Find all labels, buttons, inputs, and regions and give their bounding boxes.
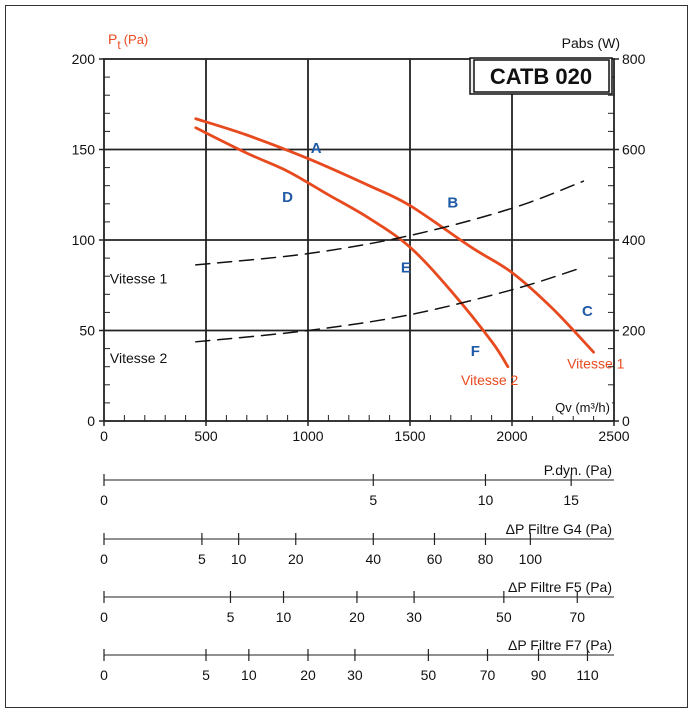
x-axis-title: Qv (m³/h) xyxy=(555,400,610,415)
scale-tick-label: 15 xyxy=(563,492,579,508)
y-left-tick-label: 150 xyxy=(72,142,96,158)
curve-label: Vitesse 1 xyxy=(567,356,625,372)
scale-tick-label: 80 xyxy=(478,551,494,567)
y-left-tick-label: 50 xyxy=(79,323,95,339)
scale-tick-label: 30 xyxy=(406,609,422,625)
grid xyxy=(104,59,614,421)
scale-tick-label: 20 xyxy=(300,667,316,683)
y-right-axis-title: Pabs (W) xyxy=(562,35,620,51)
scale-tick-label: 5 xyxy=(369,492,377,508)
title-box xyxy=(473,59,610,93)
power-curve-vitesse-1 xyxy=(195,180,585,266)
x-tick-label: 2500 xyxy=(598,428,629,444)
x-tick-label: 1500 xyxy=(394,428,425,444)
scale-tick-label: 10 xyxy=(276,609,292,625)
scale-title: ΔP Filtre F5 (Pa) xyxy=(508,579,612,595)
x-axis-title-bg xyxy=(526,396,612,416)
scale-title: P.dyn. (Pa) xyxy=(544,462,612,478)
y-right-tick-label: 400 xyxy=(622,232,646,248)
y-left-tick-label: 0 xyxy=(87,413,95,429)
pressure-curve-vitesse-2 xyxy=(194,126,510,369)
x-tick-label: 0 xyxy=(100,428,108,444)
curve-label: Vitesse 2 xyxy=(461,372,519,388)
y-right-tick-label: 800 xyxy=(622,51,646,67)
chart-title: CATB 020 xyxy=(490,64,592,89)
scale-tick-label: 40 xyxy=(365,551,381,567)
scale-title: ΔP Filtre G4 (Pa) xyxy=(506,521,612,537)
y-right-tick-label: 600 xyxy=(622,142,646,158)
scale-tick-label: 30 xyxy=(347,667,363,683)
scale-tick-label: 0 xyxy=(100,667,108,683)
scale-tick-label: 70 xyxy=(480,667,496,683)
chart-frame xyxy=(5,5,688,708)
axes: 0 500 1000 1500 2000 250005010015020002004006… xyxy=(72,51,646,444)
scale-tick-label: 50 xyxy=(421,667,437,683)
x-tick-label: 1000 xyxy=(292,428,323,444)
scale-tick-label: 50 xyxy=(496,609,512,625)
x-tick-label: 500 xyxy=(194,428,218,444)
point-label: F xyxy=(471,343,480,360)
scale-tick-label: 60 xyxy=(427,551,443,567)
point-label: D xyxy=(282,189,293,206)
scale-tick-label: 90 xyxy=(531,667,547,683)
point-label: B xyxy=(447,194,458,211)
scale-tick-label: 0 xyxy=(100,551,108,567)
point-label: E xyxy=(401,260,411,277)
curve-label: Vitesse 1 xyxy=(110,270,168,286)
y-left-axis-title: Pt (Pa) xyxy=(108,31,148,52)
scale-tick-label: 0 xyxy=(100,609,108,625)
labels: A B C D E F Vitesse 1 Vitesse 2 Vitesse 2 Vitesse… xyxy=(110,140,625,388)
pressure-curve-vitesse-1 xyxy=(194,117,595,354)
y-left-tick-label: 100 xyxy=(72,232,96,248)
scale-tick-label: 5 xyxy=(202,667,210,683)
y-right-tick-label: 0 xyxy=(622,413,630,429)
power-curve-vitesse-2 xyxy=(195,266,585,343)
scale-tick-label: 110 xyxy=(576,667,599,683)
scale-tick-label: 70 xyxy=(569,609,585,625)
scale-tick-label: 100 xyxy=(519,551,543,567)
scale-tick-label: 5 xyxy=(227,609,235,625)
y-left-tick-label: 200 xyxy=(72,51,96,67)
x-tick-label: 2000 xyxy=(496,428,527,444)
point-label: C xyxy=(582,303,593,320)
scale-tick-label: 20 xyxy=(288,551,304,567)
series-group xyxy=(194,117,595,369)
point-label: A xyxy=(311,140,322,157)
secondary-scales: P.dyn. (Pa) 0 5 10 15 ΔP Filtre G4 (Pa) 0 5 10 20… xyxy=(100,462,614,683)
scale-tick-label: 10 xyxy=(241,667,257,683)
scale-title: ΔP Filtre F7 (Pa) xyxy=(508,637,612,653)
scale-tick-label: 10 xyxy=(478,492,494,508)
curve-label: Vitesse 2 xyxy=(110,350,168,366)
y-right-tick-label: 200 xyxy=(622,323,646,339)
scale-tick-label: 10 xyxy=(231,551,247,567)
scale-tick-label: 20 xyxy=(349,609,365,625)
scale-tick-label: 5 xyxy=(198,551,206,567)
scale-tick-label: 0 xyxy=(100,492,108,508)
